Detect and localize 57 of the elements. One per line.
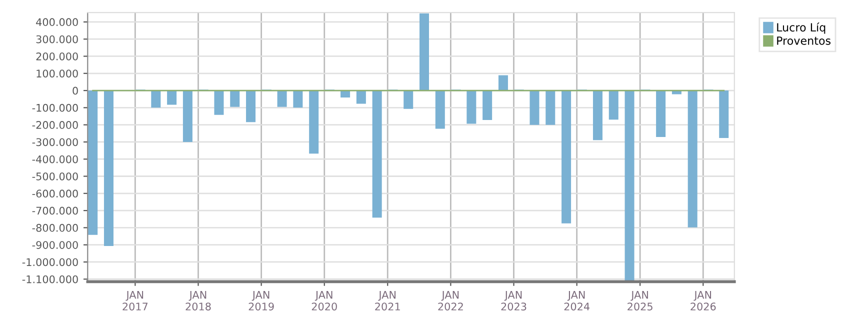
y-tick-label: -500.000 (32, 172, 78, 180)
y-tick-label: 300.000 (36, 35, 78, 44)
y-tick-label: -1.000.000 (22, 258, 78, 266)
bar (435, 90, 445, 129)
bar (88, 90, 98, 235)
bar (404, 90, 414, 109)
bar (167, 90, 177, 105)
bar (498, 75, 508, 91)
x-tick-label: JAN 2022 (438, 291, 463, 310)
bar (420, 13, 430, 91)
y-tick-label: -400.000 (32, 155, 78, 164)
bar (372, 90, 382, 218)
bar (656, 90, 666, 137)
bar (230, 90, 240, 107)
bar (309, 90, 319, 154)
y-tick-label: -200.000 (32, 121, 78, 129)
x-tick-label: JAN 2018 (186, 291, 211, 310)
bar (104, 90, 114, 246)
y-tick-label: -600.000 (32, 190, 78, 198)
legend-label: Proventos (777, 36, 831, 45)
x-tick-label: JAN 2019 (248, 291, 274, 310)
x-tick-label: JAN 2017 (122, 291, 148, 310)
bar (608, 90, 618, 120)
bar (546, 90, 556, 125)
bar (151, 90, 161, 108)
x-tick-label: JAN 2026 (690, 291, 716, 310)
y-tick-label: -300.000 (32, 138, 78, 146)
bar (562, 90, 572, 224)
y-tick-label: 100.000 (36, 70, 78, 78)
bar (624, 90, 634, 281)
bar (182, 90, 192, 142)
y-tick-label: -700.000 (32, 206, 78, 215)
bar (277, 90, 287, 107)
bar (530, 90, 540, 125)
y-tick-label: 400.000 (36, 18, 78, 26)
bar (719, 90, 729, 138)
x-tick-label: JAN 2020 (312, 291, 337, 310)
y-tick-label: 200.000 (36, 52, 78, 60)
bar (293, 90, 303, 108)
x-tick-label: JAN 2023 (501, 291, 526, 310)
bar (482, 90, 492, 120)
legend-label: Lucro Líq (777, 22, 826, 34)
y-tick-label: -800.000 (32, 224, 78, 232)
y-tick-label: -900.000 (32, 241, 78, 249)
bar (466, 90, 476, 124)
y-tick-label: -1.100.000 (22, 275, 78, 284)
bar (246, 90, 256, 122)
x-tick-label: JAN 2025 (628, 291, 652, 310)
y-tick-label: -100.000 (32, 104, 78, 112)
bar (356, 90, 366, 104)
bar (214, 90, 224, 115)
bar (592, 90, 602, 140)
x-tick-label: JAN 2021 (375, 291, 400, 310)
y-tick-label: 0 (72, 86, 78, 95)
bar (340, 90, 350, 98)
x-tick-label: JAN 2024 (564, 291, 590, 310)
bar (688, 90, 698, 228)
